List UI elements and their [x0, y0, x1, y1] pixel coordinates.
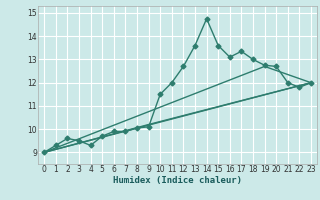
X-axis label: Humidex (Indice chaleur): Humidex (Indice chaleur) — [113, 176, 242, 185]
